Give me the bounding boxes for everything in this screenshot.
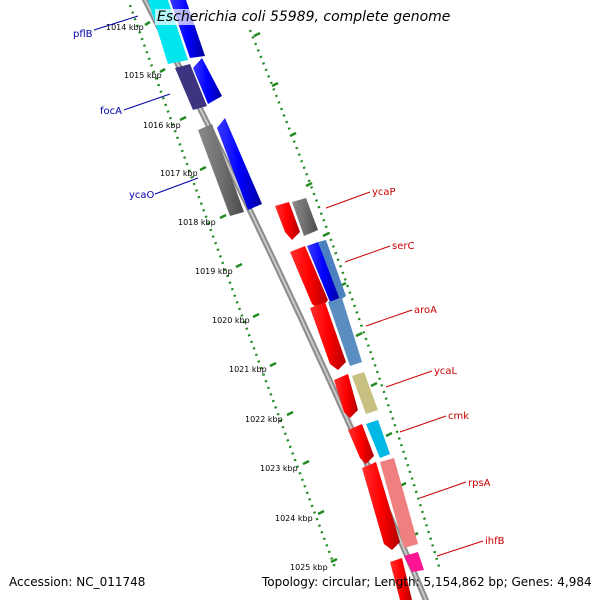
gene-rpsA-salmon[interactable] bbox=[380, 458, 418, 548]
ruler-inner bbox=[128, 4, 338, 571]
tick-label: 1019 kbp bbox=[195, 267, 233, 276]
gene-cmk-red[interactable] bbox=[348, 424, 374, 464]
gene-rpsA-red[interactable] bbox=[362, 462, 400, 550]
tick-label: 1022 kbp bbox=[245, 415, 283, 424]
gene-ycaL-khaki[interactable] bbox=[352, 372, 378, 414]
gene-ycaP-grey[interactable] bbox=[292, 198, 318, 236]
tick-label: 1017 kbp bbox=[160, 169, 198, 178]
gene-serC-blue[interactable] bbox=[307, 242, 340, 302]
gene-extra-red[interactable] bbox=[390, 558, 412, 600]
gene-label-aroA[interactable]: aroA bbox=[414, 305, 437, 316]
gene-label-pflB[interactable]: pflB bbox=[73, 29, 93, 40]
gene-serC-red[interactable] bbox=[290, 246, 328, 310]
tick-labels: 1014 kbp 1015 kbp 1016 kbp 1017 kbp 1018… bbox=[106, 23, 328, 572]
tick-label: 1020 kbp bbox=[212, 316, 250, 325]
gene-label-ycaO[interactable]: ycaO bbox=[129, 190, 155, 201]
gene-label-cmk[interactable]: cmk bbox=[448, 411, 469, 422]
tick-label: 1016 kbp bbox=[143, 121, 181, 130]
gene-label-ihfB[interactable]: ihfB bbox=[485, 536, 505, 547]
gene-ycaP-red[interactable] bbox=[275, 202, 300, 240]
gene-labels: pflB focA ycaO ycaP serC aroA ycaL cmk r… bbox=[73, 29, 505, 547]
tick-label: 1024 kbp bbox=[275, 514, 313, 523]
gene-serC-steel[interactable] bbox=[318, 240, 346, 300]
gene-focA-blue[interactable] bbox=[193, 58, 222, 104]
tick-label: 1023 kbp bbox=[260, 464, 298, 473]
gene-label-focA[interactable]: focA bbox=[100, 106, 122, 117]
gene-ycaO-grey[interactable] bbox=[198, 124, 244, 216]
label-leaders bbox=[93, 15, 484, 557]
reverse-genes bbox=[275, 198, 424, 600]
tick-label: 1025 kbp bbox=[290, 563, 328, 572]
gene-ihfB-pink[interactable] bbox=[404, 552, 424, 572]
tick-label: 1014 kbp bbox=[106, 23, 144, 32]
gene-aroA-steel[interactable] bbox=[328, 298, 362, 366]
gene-label-rpsA[interactable]: rpsA bbox=[468, 478, 491, 489]
tick-label: 1018 kbp bbox=[178, 218, 216, 227]
forward-genes bbox=[148, 0, 262, 216]
gene-ycaL-red[interactable] bbox=[334, 374, 358, 418]
tick-label: 1015 kbp bbox=[124, 71, 162, 80]
genome-summary: Topology: circular; Length: 5,154,862 bp… bbox=[262, 575, 592, 589]
accession-label: Accession: NC_011748 bbox=[9, 575, 146, 589]
gene-cmk-cyan[interactable] bbox=[366, 420, 390, 458]
tick-label: 1021 kbp bbox=[229, 365, 267, 374]
gene-label-ycaP[interactable]: ycaP bbox=[372, 187, 396, 198]
map-title: Escherichia coli 55989, complete genome bbox=[155, 9, 453, 25]
gene-label-ycaL[interactable]: ycaL bbox=[434, 366, 458, 377]
gene-focA-indigo[interactable] bbox=[175, 64, 207, 110]
gene-ycaO-blue[interactable] bbox=[217, 118, 262, 210]
gene-aroA-red[interactable] bbox=[310, 302, 346, 370]
gene-label-serC[interactable]: serC bbox=[392, 241, 414, 252]
ruler-outer bbox=[248, 29, 442, 571]
